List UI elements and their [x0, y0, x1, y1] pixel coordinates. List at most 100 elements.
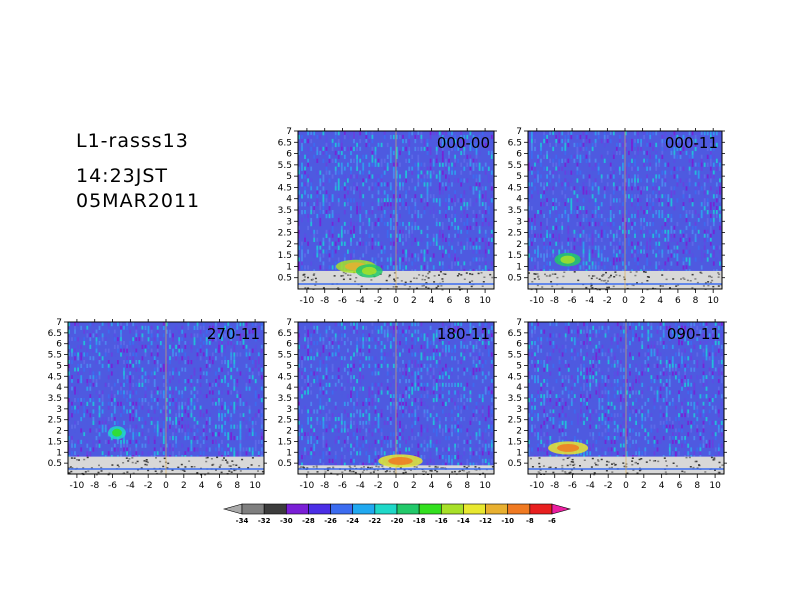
- colorbar-label: -24: [346, 517, 359, 525]
- colorbar-label: -6: [548, 517, 556, 525]
- colorbar-swatch: [285, 503, 309, 515]
- y-tick-label: 7: [516, 318, 522, 328]
- x-tick-label: 6: [447, 296, 453, 306]
- y-tick-label: 5: [516, 361, 522, 371]
- colorbar-label: -20: [391, 517, 404, 525]
- colorbar-right-arrow: [551, 503, 572, 515]
- colorbar-label: -34: [236, 517, 249, 525]
- echo-core-0: [112, 428, 122, 437]
- station-title: L1-rasss13: [76, 130, 189, 152]
- colorbar-swatch: [507, 503, 531, 515]
- y-tick-label: 7: [286, 127, 292, 137]
- x-tick-label: 4: [659, 481, 665, 491]
- x-tick-label: -6: [338, 481, 347, 491]
- colorbar-swatch: [352, 503, 376, 515]
- x-tick-label: 10: [707, 296, 719, 306]
- y-tick-label: 0.5: [278, 459, 292, 469]
- y-tick-label: 1: [286, 448, 292, 458]
- x-tick-label: 0: [622, 296, 628, 306]
- colorbar-left-arrow: [222, 503, 243, 515]
- colorbar-swatch: [241, 503, 265, 515]
- y-tick-label: 6.5: [278, 138, 292, 148]
- surface-speckle: [528, 271, 723, 291]
- x-tick-label: 0: [393, 296, 399, 306]
- y-tick-label: 1: [516, 448, 522, 458]
- x-tick-label: 4: [657, 296, 663, 306]
- colorbar-swatch: [263, 503, 287, 515]
- y-tick-label: 5.5: [48, 351, 62, 361]
- y-tick-label: 6.5: [508, 329, 522, 339]
- y-tick-label: 4.5: [508, 372, 522, 382]
- y-tick-label: 4: [286, 383, 292, 393]
- x-tick-label: -10: [529, 296, 544, 306]
- colorbar-label: -22: [369, 517, 382, 525]
- y-tick-label: 6: [516, 340, 522, 350]
- x-tick-label: -8: [550, 296, 559, 306]
- y-tick-label: 2: [286, 240, 292, 250]
- x-tick-label: 2: [640, 296, 646, 306]
- x-tick-label: -10: [70, 481, 85, 491]
- x-tick-label: 2: [411, 481, 417, 491]
- x-tick-label: -4: [586, 481, 595, 491]
- x-tick-label: 10: [709, 481, 721, 491]
- colorbar-swatch: [440, 503, 464, 515]
- y-tick-label: 0.5: [508, 274, 522, 284]
- colorbar-swatch: [529, 503, 553, 515]
- x-tick-label: -10: [300, 481, 315, 491]
- x-tick-label: -6: [568, 481, 577, 491]
- colorbar-label: -18: [413, 517, 426, 525]
- y-tick-label: 6.5: [48, 329, 62, 339]
- x-tick-label: 8: [693, 296, 699, 306]
- colorbar-label: -30: [280, 517, 293, 525]
- x-tick-label: -4: [356, 296, 365, 306]
- y-tick-label: 6: [286, 340, 292, 350]
- y-tick-label: 1.5: [508, 251, 522, 261]
- y-tick-label: 0.5: [508, 459, 522, 469]
- y-tick-label: 2.5: [278, 416, 292, 426]
- y-tick-label: 3.5: [278, 206, 292, 216]
- colorbar-label: -10: [501, 517, 514, 525]
- x-tick-label: -8: [90, 481, 99, 491]
- y-tick-label: 2.5: [508, 229, 522, 239]
- y-tick-label: 3: [56, 405, 62, 415]
- y-tick-label: 2.5: [278, 229, 292, 239]
- y-tick-label: 2.5: [48, 416, 62, 426]
- y-tick-label: 5.5: [508, 161, 522, 171]
- y-tick-label: 3.5: [48, 394, 62, 404]
- x-tick-label: 10: [479, 481, 491, 491]
- y-tick-label: 7: [286, 318, 292, 328]
- y-tick-label: 3.5: [278, 394, 292, 404]
- y-tick-label: 4.5: [508, 183, 522, 193]
- x-tick-label: -2: [604, 481, 613, 491]
- panel-000-11: 000-11-10 -8 -6 -4 -2 0 2 4 6 8 100.511.522.533.54…: [508, 127, 725, 306]
- y-tick-label: 6: [56, 340, 62, 350]
- colorbar-swatch: [396, 503, 420, 515]
- x-tick-label: -6: [108, 481, 117, 491]
- x-tick-label: -2: [144, 481, 153, 491]
- y-tick-label: 1: [56, 448, 62, 458]
- y-tick-label: 1.5: [278, 251, 292, 261]
- panel-label: 270-11: [207, 325, 260, 343]
- x-tick-label: 4: [199, 481, 205, 491]
- y-tick-label: 1.5: [508, 437, 522, 447]
- x-tick-label: -6: [338, 296, 347, 306]
- x-tick-label: -8: [320, 481, 329, 491]
- x-tick-label: -8: [320, 296, 329, 306]
- y-tick-label: 4.5: [278, 183, 292, 193]
- x-tick-label: 8: [694, 481, 700, 491]
- y-tick-label: 6: [286, 150, 292, 160]
- y-tick-label: 5.5: [278, 351, 292, 361]
- x-tick-label: 2: [411, 296, 417, 306]
- x-tick-label: 2: [181, 481, 187, 491]
- y-tick-label: 4: [56, 383, 62, 393]
- y-tick-label: 4.5: [278, 372, 292, 382]
- echo-core-0: [388, 457, 413, 465]
- colorbar-swatch: [463, 503, 486, 515]
- y-tick-label: 3: [286, 405, 292, 415]
- y-tick-label: 1: [286, 262, 292, 272]
- x-tick-label: 2: [641, 481, 647, 491]
- x-tick-label: -6: [568, 296, 577, 306]
- y-tick-label: 2: [516, 240, 522, 250]
- echo-core-0: [560, 255, 575, 264]
- x-tick-label: -2: [374, 296, 383, 306]
